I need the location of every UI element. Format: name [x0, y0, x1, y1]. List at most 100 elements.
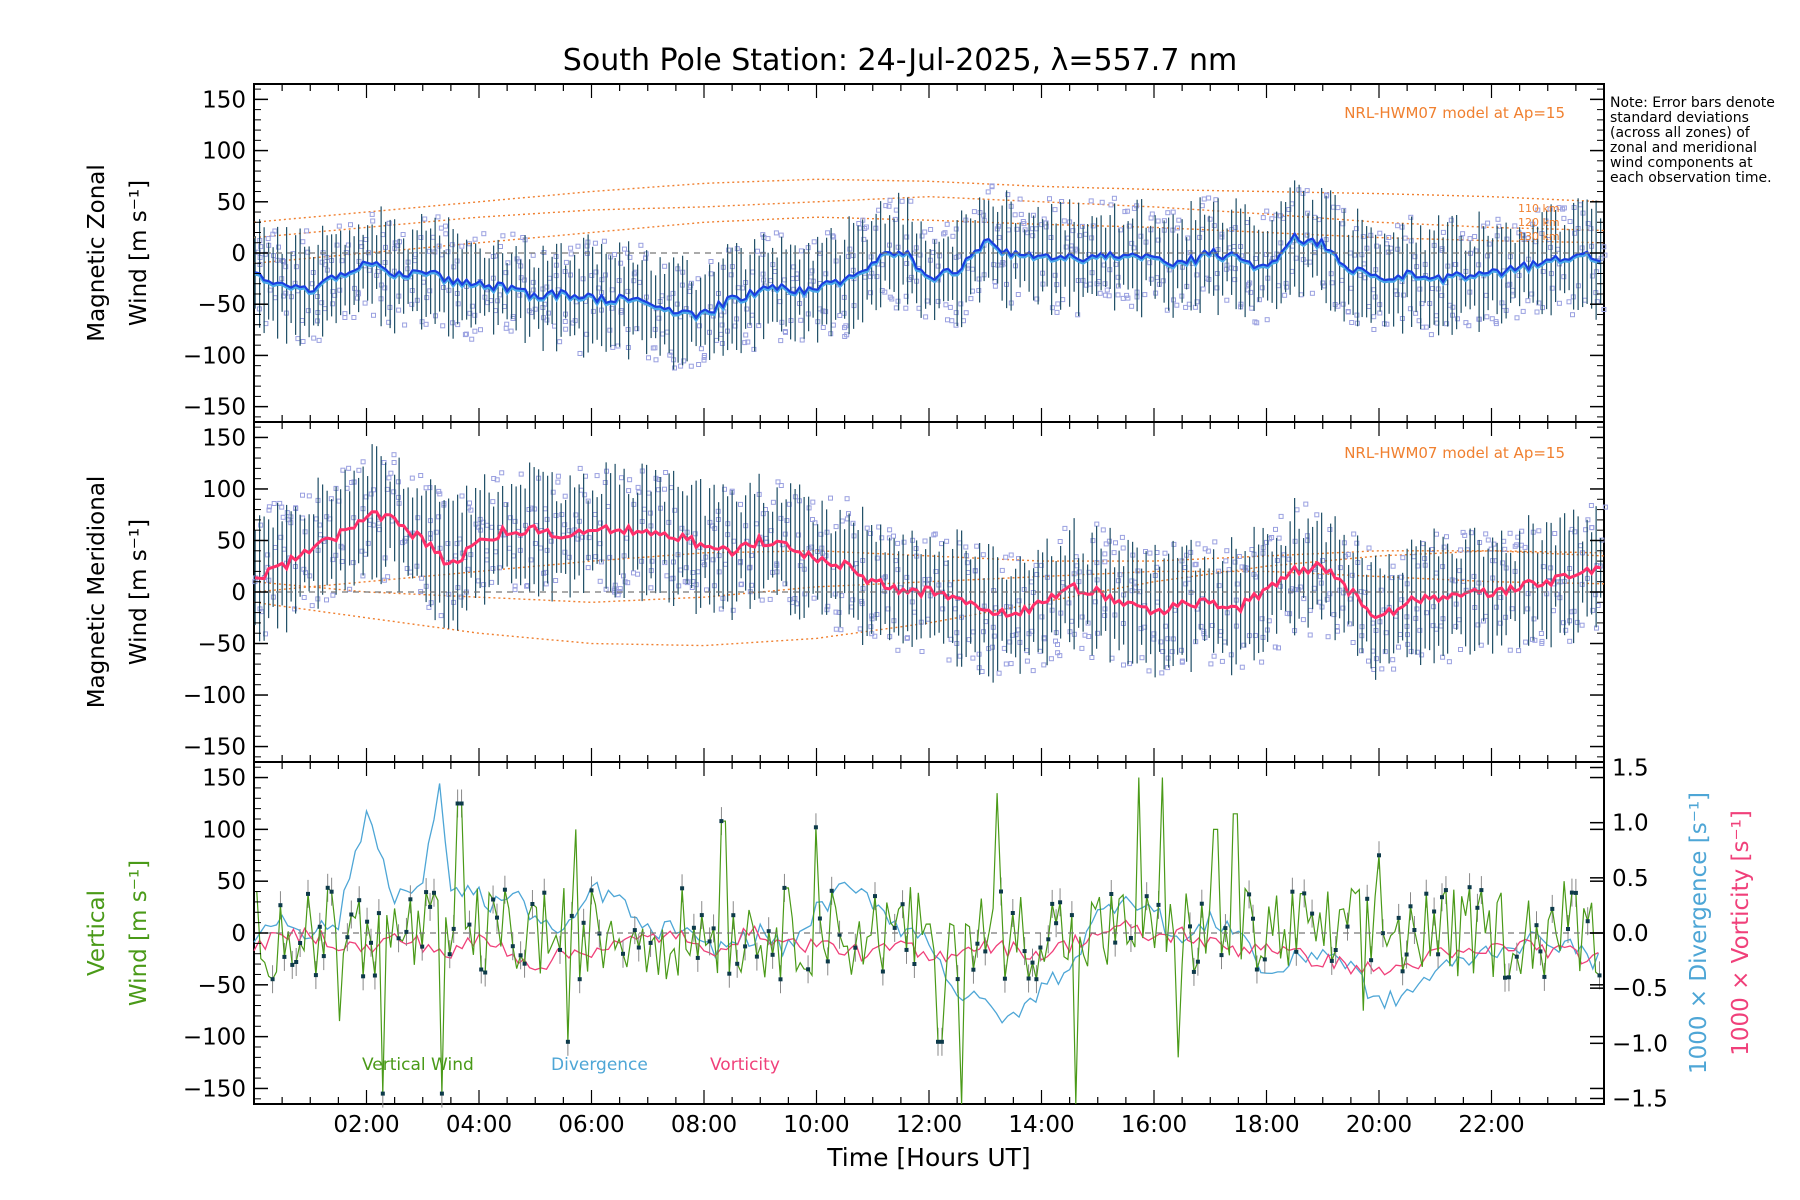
scatter-point	[1334, 624, 1340, 629]
scatter-point	[1290, 243, 1296, 249]
scatter-point	[557, 339, 563, 345]
scatter-point	[784, 518, 790, 523]
scatter-point	[300, 515, 306, 521]
scatter-point	[1337, 565, 1343, 571]
scatter-point	[996, 223, 1002, 229]
scatter-point	[859, 598, 865, 604]
scatter-point	[1015, 292, 1021, 297]
scatter-point	[615, 592, 621, 598]
scatter-point	[796, 532, 801, 538]
scatter-point	[336, 223, 342, 229]
scatter-point	[391, 460, 397, 465]
scatter-point	[1003, 661, 1009, 667]
scatter-point	[1561, 215, 1567, 221]
scatter-point	[1104, 287, 1110, 293]
y-tick-label: 150	[202, 87, 246, 113]
scatter-point	[1504, 236, 1510, 242]
scatter-point	[622, 246, 627, 252]
scatter-point	[1224, 297, 1230, 303]
scatter-point	[868, 531, 873, 536]
scatter-point	[1124, 208, 1130, 214]
scatter-point	[1146, 668, 1152, 674]
scatter-point	[532, 541, 538, 546]
scatter-point	[874, 612, 880, 617]
scatter-point	[1070, 228, 1076, 234]
vertical-wind-marker	[1294, 949, 1299, 954]
scatter-point	[908, 198, 914, 204]
vertical-wind-marker	[806, 967, 811, 972]
scatter-point	[892, 216, 898, 222]
scatter-point	[1307, 632, 1313, 638]
scatter-point	[838, 627, 844, 633]
scatter-point	[634, 326, 640, 332]
scatter-point	[1304, 188, 1310, 194]
scatter-point	[1516, 648, 1522, 654]
scatter-point	[664, 573, 670, 579]
scatter-point	[1467, 236, 1473, 242]
vertical-wind-marker	[1573, 890, 1578, 895]
scatter-point	[1175, 225, 1180, 231]
scatter-point	[688, 363, 694, 369]
scatter-point	[508, 328, 514, 334]
scatter-point	[868, 624, 874, 630]
scatter-point	[512, 518, 518, 524]
x-tick-label: 16:00	[1121, 1112, 1187, 1138]
scatter-point	[668, 485, 674, 491]
scatter-point	[438, 225, 444, 231]
scatter-point	[388, 470, 394, 476]
vertical-wind-marker	[1262, 957, 1267, 962]
vertical-wind-marker	[1467, 885, 1472, 890]
scatter-point	[1158, 639, 1164, 645]
scatter-point	[1601, 307, 1607, 312]
scatter-point	[945, 317, 950, 323]
scatter-point	[1472, 234, 1478, 239]
scatter-point	[1366, 658, 1371, 664]
vertical-wind-marker	[510, 944, 515, 949]
vertical-wind-marker	[1113, 940, 1118, 945]
scatter-point	[504, 321, 510, 327]
scatter-point	[1452, 578, 1458, 584]
scatter-point	[1399, 597, 1405, 603]
scatter-point	[947, 304, 953, 310]
scatter-point	[436, 488, 442, 494]
scatter-point	[1030, 668, 1036, 674]
scatter-point	[330, 301, 336, 307]
scatter-point	[330, 592, 336, 598]
scatter-point	[553, 578, 559, 583]
scatter-point	[1248, 289, 1254, 295]
scatter-point	[1102, 551, 1108, 557]
scatter-point	[1552, 531, 1558, 536]
scatter-point	[1129, 240, 1135, 246]
scatter-point	[1536, 300, 1542, 306]
y-tick-label: 100	[202, 139, 246, 165]
scatter-point	[295, 336, 301, 342]
scatter-point	[1147, 550, 1153, 556]
right-axis-ticks: −1.5 −1.0 −0.5 0.0 0.5 1.0 1.5	[1590, 756, 1668, 1112]
scatter-point	[601, 238, 607, 244]
vertical-wind-marker	[719, 819, 724, 824]
scatter-point	[330, 557, 336, 563]
scatter-point	[301, 595, 307, 600]
scatter-point	[1536, 528, 1542, 534]
scatter-point	[1160, 278, 1166, 284]
vertical-y-ticks: −150 −100 −50 0 50 100 150	[183, 766, 1604, 1102]
scatter-point	[823, 309, 829, 315]
scatter-point	[1264, 208, 1270, 214]
scatter-point	[950, 233, 956, 239]
scatter-point	[350, 560, 356, 566]
vertical-wind-marker	[483, 970, 488, 975]
scatter-point	[278, 534, 284, 540]
vertical-wind-marker	[1069, 913, 1074, 918]
scatter-point	[284, 510, 290, 516]
scatter-point	[1079, 223, 1085, 229]
vertical-wind-marker	[372, 973, 377, 978]
scatter-point	[1525, 235, 1531, 241]
scatter-point	[1304, 232, 1310, 238]
scatter-point	[1520, 308, 1526, 314]
scatter-point	[503, 325, 509, 331]
scatter-point	[318, 532, 323, 538]
scatter-point	[864, 525, 870, 531]
scatter-point	[1121, 662, 1126, 668]
scatter-point	[1373, 656, 1379, 662]
scatter-point	[266, 504, 272, 510]
